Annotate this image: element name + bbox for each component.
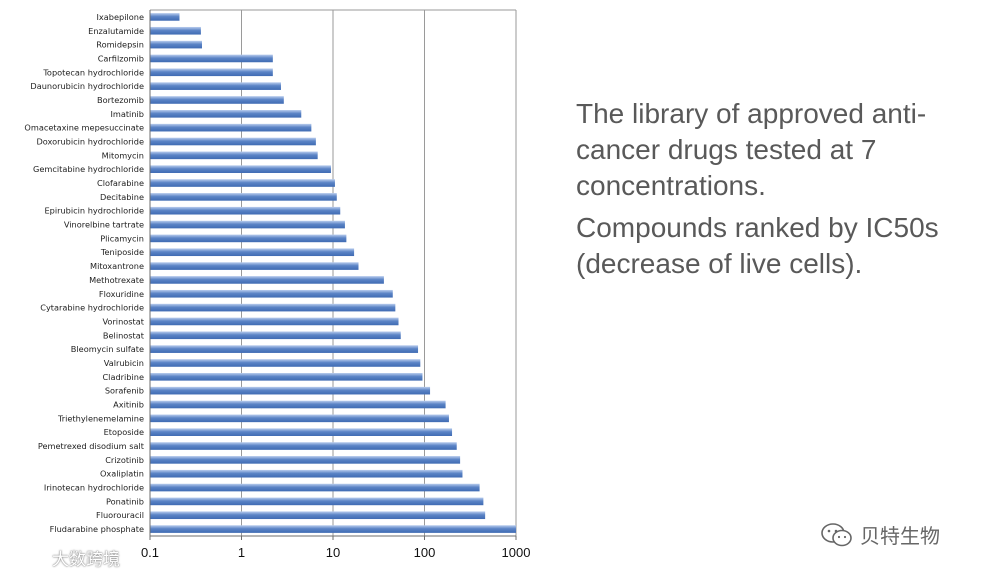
- category-label-33: Oxaliplatin: [100, 469, 144, 479]
- bar-20: [150, 289, 393, 298]
- x-tick-label-3: 100: [414, 545, 436, 560]
- weibo-icon: [9, 550, 46, 567]
- bar-13: [150, 193, 337, 201]
- bar-33: [150, 469, 463, 478]
- bar-21: [150, 303, 396, 312]
- bar-12: [150, 179, 335, 187]
- x-tick-label-1: 1: [238, 545, 245, 560]
- bar-26: [150, 373, 423, 381]
- category-label-28: Axitinib: [113, 400, 144, 410]
- category-label-4: Topotecan hydrochloride: [42, 67, 144, 77]
- category-label-21: Cytarabine hydrochloride: [40, 303, 144, 313]
- category-label-8: Omacetaxine mepesuccinate: [24, 123, 144, 133]
- category-label-20: Floxuridine: [99, 289, 144, 299]
- category-label-22: Vorinostat: [102, 316, 144, 326]
- bar-4: [150, 68, 273, 77]
- bar-23: [150, 331, 401, 340]
- bar-16: [150, 234, 347, 243]
- bar-37: [150, 525, 516, 533]
- category-label-24: Bleomycin sulfate: [71, 344, 144, 354]
- bar-36: [150, 511, 486, 520]
- bar-28: [150, 400, 446, 409]
- bar-25: [150, 359, 421, 367]
- category-label-32: Crizotinib: [105, 455, 144, 465]
- category-label-10: Mitomycin: [102, 150, 144, 160]
- bar-5: [150, 82, 281, 90]
- category-label-9: Doxorubicin hydrochloride: [36, 137, 144, 147]
- category-label-3: Carfilzomib: [98, 53, 144, 63]
- bar-2: [150, 40, 202, 49]
- bar-29: [150, 414, 449, 423]
- category-label-31: Pemetrexed disodium salt: [38, 441, 145, 451]
- bar-34: [150, 483, 480, 492]
- category-label-0: Ixabepilone: [97, 12, 145, 22]
- bar-1: [150, 26, 201, 35]
- description-text: The library of approved anti-cancer drug…: [576, 96, 986, 288]
- wechat-icon: [821, 522, 852, 546]
- category-label-5: Daunorubicin hydrochloride: [30, 81, 144, 91]
- category-label-35: Ponatinib: [106, 496, 144, 506]
- bar-11: [150, 165, 331, 173]
- bar-27: [150, 386, 431, 395]
- bar-35: [150, 497, 484, 506]
- category-label-25: Valrubicin: [104, 358, 144, 368]
- category-label-6: Bortezomib: [97, 95, 144, 105]
- category-label-17: Teniposide: [100, 247, 144, 257]
- bar-30: [150, 428, 453, 436]
- bar-19: [150, 276, 384, 284]
- bar-10: [150, 151, 318, 160]
- category-label-11: Gemcitabine hydrochloride: [33, 164, 144, 174]
- bar-3: [150, 54, 273, 63]
- watermark-left: 大数跨境: [8, 545, 120, 570]
- category-label-14: Epirubicin hydrochloride: [44, 206, 144, 216]
- bar-32: [150, 456, 461, 464]
- category-label-15: Vinorelbine tartrate: [64, 220, 144, 230]
- category-label-23: Belinostat: [103, 330, 145, 340]
- category-label-7: Imatinib: [110, 109, 144, 119]
- watermark-right: 贝特生物: [820, 520, 940, 549]
- description-line-1: The library of approved anti-cancer drug…: [576, 98, 927, 201]
- category-label-29: Triethylenemelamine: [57, 413, 144, 423]
- x-tick-label-4: 1000: [502, 545, 531, 560]
- bar-7: [150, 110, 302, 118]
- bar-18: [150, 262, 359, 270]
- x-tick-labels: 0.1 1 10 100 1000: [141, 536, 531, 560]
- category-labels: Ixabepilone Enzalutamide Romidepsin Carfilz…: [24, 12, 144, 534]
- category-label-18: Mitoxantrone: [90, 261, 144, 271]
- bar-17: [150, 248, 355, 257]
- category-label-1: Enzalutamide: [88, 26, 144, 36]
- chart-bars: [150, 13, 516, 533]
- x-tick-label-2: 10: [326, 545, 340, 560]
- category-label-36: Fluorouracil: [96, 510, 144, 520]
- bar-15: [150, 220, 345, 229]
- category-label-13: Decitabine: [100, 192, 144, 202]
- category-label-27: Sorafenib: [105, 386, 144, 396]
- watermark-left-text: 大数跨境: [52, 550, 120, 570]
- category-label-37: Fludarabine phosphate: [50, 524, 144, 534]
- bar-22: [150, 317, 399, 326]
- category-label-30: Etoposide: [104, 427, 144, 437]
- watermark-right-text: 贝特生物: [860, 524, 940, 548]
- category-label-19: Methotrexate: [89, 275, 144, 285]
- category-label-2: Romidepsin: [96, 40, 144, 50]
- bar-24: [150, 345, 419, 353]
- bar-9: [150, 137, 316, 146]
- category-label-34: Irinotecan hydrochloride: [44, 483, 144, 493]
- bar-31: [150, 442, 457, 450]
- x-tick-label-0: 0.1: [141, 545, 159, 560]
- bar-6: [150, 96, 284, 104]
- description-line-2: Compounds ranked by IC50s (decrease of l…: [576, 212, 939, 279]
- bar-8: [150, 123, 312, 132]
- bar-14: [150, 206, 341, 215]
- bar-0: [150, 13, 180, 21]
- category-label-12: Clofarabine: [97, 178, 144, 188]
- category-label-26: Cladribine: [102, 372, 144, 382]
- category-label-16: Plicamycin: [100, 233, 144, 243]
